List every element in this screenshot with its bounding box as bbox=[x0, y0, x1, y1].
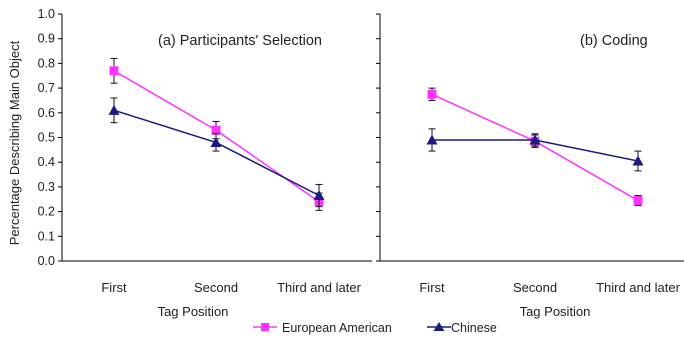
legend-label-european-american: European American bbox=[282, 321, 392, 335]
panel-b-european-american-point bbox=[633, 195, 643, 205]
panel-a-x-axis-label: Tag Position bbox=[158, 304, 229, 319]
y-tick-label: 0.8 bbox=[38, 56, 55, 70]
y-axis-label: Percentage Describing Main Object bbox=[7, 40, 22, 245]
panel-b-chinese-point bbox=[426, 134, 438, 145]
panel-a-chinese-point bbox=[210, 136, 222, 147]
panel-a-category-label: Third and later bbox=[277, 280, 361, 295]
y-tick-label: 0.9 bbox=[38, 32, 55, 46]
legend-square-icon bbox=[261, 323, 269, 331]
legend-triangle-icon bbox=[433, 322, 445, 331]
panel-a-european-american-point bbox=[211, 125, 221, 135]
panel-b-chinese-point bbox=[529, 134, 541, 145]
panel-b-x-axis-label: Tag Position bbox=[520, 304, 591, 319]
y-tick-label: 0.1 bbox=[38, 229, 55, 243]
panel-a-category-label: First bbox=[101, 280, 127, 295]
y-tick-label: 0.4 bbox=[38, 155, 55, 169]
y-tick-label: 1.0 bbox=[38, 7, 55, 21]
legend: European American Chinese bbox=[253, 321, 497, 335]
legend-label-chinese: Chinese bbox=[451, 321, 497, 335]
y-tick-label: 0.6 bbox=[38, 106, 55, 120]
panel-a: 0.0 0.1 0.2 0.3 0.4 0.5 0.6 0.7 0.8 0.9 1.0 First Se… bbox=[38, 7, 372, 295]
y-tick-label: 0.7 bbox=[38, 81, 55, 95]
y-tick-label: 0.2 bbox=[38, 205, 55, 219]
panel-b: First Second Third and later bbox=[376, 13, 684, 295]
panel-b-title: (b) Coding bbox=[580, 33, 648, 49]
panel-a-category-label: Second bbox=[194, 280, 238, 295]
y-tick-label: 0.5 bbox=[38, 131, 55, 145]
panel-a-chinese-point bbox=[313, 190, 325, 201]
y-tick-label: 0.3 bbox=[38, 180, 55, 194]
panel-a-chinese-point bbox=[108, 104, 120, 115]
panel-b-european-american-point bbox=[427, 89, 437, 99]
y-tick-label: 0.0 bbox=[38, 254, 55, 268]
panel-b-category-label: Third and later bbox=[596, 280, 680, 295]
panel-b-chinese-point bbox=[632, 155, 644, 166]
panel-a-title: (a) Participants' Selection bbox=[158, 33, 322, 49]
panel-b-category-label: Second bbox=[513, 280, 557, 295]
panel-a-european-american-point bbox=[109, 66, 119, 76]
panel-b-category-label: First bbox=[419, 280, 445, 295]
